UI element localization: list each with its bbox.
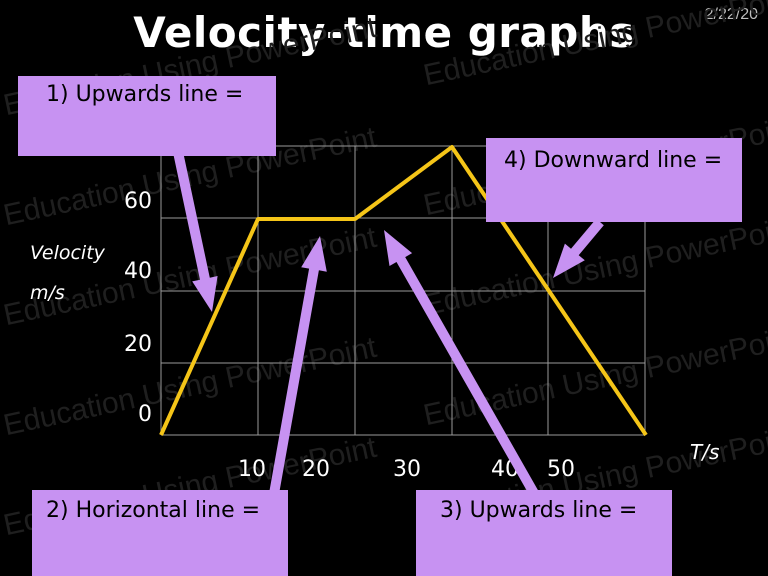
slide-date: 2/22/20 (704, 6, 758, 23)
callout-arrow (267, 236, 327, 506)
callout-text: 1) Upwards line = (46, 82, 244, 107)
y-tick-label: 20 (124, 332, 152, 357)
x-tick-label: 20 (302, 457, 330, 482)
y-axis-label: Velocity (30, 242, 105, 264)
x-tick-label: 50 (547, 457, 575, 482)
y-tick-label: 0 (138, 402, 152, 427)
callout-box-downward: 4) Downward line = (486, 138, 742, 222)
callout-text: 2) Horizontal line = (46, 498, 261, 523)
callout-text: 4) Downward line = (504, 148, 723, 173)
x-tick-label: 30 (393, 457, 421, 482)
y-axis-unit-label: m/s (30, 282, 65, 304)
x-axis-label: T/s (690, 440, 720, 464)
velocity-series-line (159, 145, 648, 437)
y-tick-label: 60 (124, 189, 152, 214)
callout-arrow (173, 151, 218, 312)
y-tick-label: 40 (124, 259, 152, 284)
callout-box-horizontal: 2) Horizontal line = (32, 490, 288, 576)
callout-text: 3) Upwards line = (440, 498, 638, 523)
callout-arrows (173, 151, 604, 506)
page-title: Velocity-time graphs (133, 8, 635, 57)
callout-box-upwards-1: 1) Upwards line = (18, 76, 276, 156)
callout-arrow (553, 218, 604, 278)
x-tick-label: 10 (238, 457, 266, 482)
callout-arrow (384, 230, 540, 498)
callout-box-upwards-3: 3) Upwards line = (416, 490, 672, 576)
